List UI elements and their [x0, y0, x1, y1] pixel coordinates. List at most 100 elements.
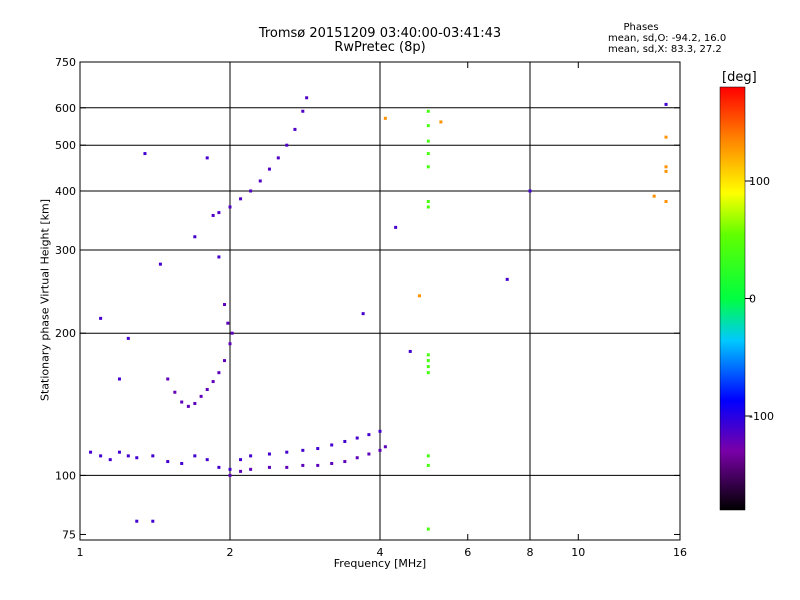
data-point — [249, 454, 253, 458]
colorbar-tick-label: -100 — [749, 410, 774, 423]
data-point — [417, 294, 421, 298]
data-point — [151, 519, 155, 523]
data-point — [383, 116, 387, 120]
data-point — [426, 454, 430, 458]
data-point — [355, 436, 359, 440]
data-point — [378, 429, 382, 433]
data-point — [267, 167, 271, 171]
data-point — [166, 377, 170, 381]
data-point — [193, 401, 197, 405]
data-point — [217, 211, 221, 215]
data-point — [205, 388, 209, 392]
grid-lines — [80, 62, 680, 540]
data-point — [285, 143, 289, 147]
data-point — [528, 189, 532, 193]
data-point — [89, 450, 93, 454]
data-point — [223, 303, 227, 307]
data-point — [249, 467, 253, 471]
data-point — [426, 139, 430, 143]
data-point — [343, 439, 347, 443]
data-point — [211, 380, 215, 384]
data-point — [180, 461, 184, 465]
data-point — [186, 404, 190, 408]
data-point — [135, 456, 139, 460]
data-point — [108, 458, 112, 462]
data-point — [199, 394, 203, 398]
data-point — [166, 460, 170, 464]
data-point — [343, 460, 347, 464]
data-point — [285, 465, 289, 469]
data-point — [228, 205, 232, 209]
data-point — [143, 152, 147, 156]
colorbar-gradient — [719, 86, 746, 511]
data-point — [99, 316, 103, 320]
data-point — [664, 135, 668, 139]
data-point — [426, 353, 430, 357]
data-point — [117, 450, 121, 454]
data-point — [664, 169, 668, 173]
y-tick-label: 100 — [55, 469, 76, 482]
data-point — [301, 109, 305, 113]
data-point — [193, 454, 197, 458]
data-point — [394, 225, 398, 229]
phase-stats-o-mode: mean, sd,O: -94.2, 16.0 — [608, 33, 727, 44]
data-point — [355, 456, 359, 460]
chart-title: Tromsø 20151209 03:40:00-03:41:43 — [258, 26, 502, 41]
y-tick-label: 75 — [62, 528, 76, 541]
data-point — [652, 194, 656, 198]
data-point — [267, 452, 271, 456]
data-point — [239, 458, 243, 462]
x-tick-label: 8 — [527, 546, 534, 559]
data-point — [267, 465, 271, 469]
data-point — [439, 120, 443, 124]
x-tick-label: 16 — [673, 546, 687, 559]
data-point — [383, 445, 387, 449]
data-point — [301, 463, 305, 467]
data-point — [426, 200, 430, 204]
data-point — [205, 458, 209, 462]
x-tick-label: 10 — [571, 546, 585, 559]
axis-ticks: 1 2 4 6 8 10 16 75 100 200 300 400 500 600 750 — [55, 56, 687, 559]
data-point — [228, 467, 232, 471]
data-point — [378, 448, 382, 452]
colorbar-tick-label: 0 — [749, 293, 756, 306]
data-point — [249, 189, 253, 193]
data-point — [367, 433, 371, 437]
data-point — [205, 156, 209, 160]
data-point — [230, 331, 234, 335]
data-point — [426, 205, 430, 209]
data-point — [117, 377, 121, 381]
data-point — [426, 365, 430, 369]
data-point — [330, 461, 334, 465]
x-tick-label: 4 — [377, 546, 384, 559]
data-point — [664, 165, 668, 169]
data-point — [426, 359, 430, 363]
data-point — [217, 465, 221, 469]
data-point — [316, 463, 320, 467]
data-point — [217, 371, 221, 375]
x-tick-label: 6 — [464, 546, 471, 559]
data-point — [408, 349, 412, 353]
data-point — [426, 165, 430, 169]
data-point — [285, 450, 289, 454]
phase-colorbar: 100 0 -100 — [719, 86, 774, 511]
data-point — [99, 454, 103, 458]
phase-stats-x-mode: mean, sd,X: 83.3, 27.2 — [608, 44, 722, 55]
data-point — [426, 371, 430, 375]
y-tick-label: 200 — [55, 327, 76, 340]
data-point — [211, 213, 215, 217]
data-points — [89, 96, 668, 531]
data-point — [135, 519, 139, 523]
y-tick-label: 400 — [55, 185, 76, 198]
data-point — [316, 447, 320, 451]
chart-subtitle: RwPretec (8p) — [334, 40, 426, 55]
y-tick-label: 500 — [55, 139, 76, 152]
y-tick-label: 600 — [55, 102, 76, 115]
data-point — [180, 400, 184, 404]
data-point — [193, 235, 197, 239]
data-point — [217, 255, 221, 259]
data-point — [426, 463, 430, 467]
data-point — [151, 454, 155, 458]
data-point — [226, 321, 230, 325]
